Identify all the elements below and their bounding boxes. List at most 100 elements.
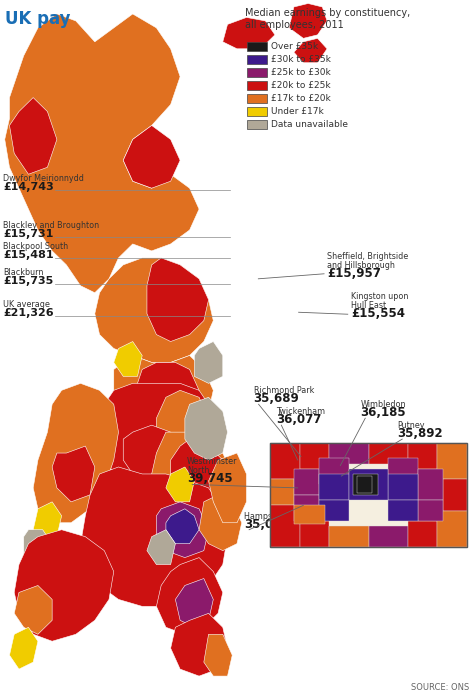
- Text: Over £35k: Over £35k: [271, 42, 318, 51]
- Polygon shape: [156, 390, 209, 453]
- Polygon shape: [95, 258, 213, 362]
- Text: Richmond Park: Richmond Park: [254, 386, 314, 395]
- Text: Blackpool South: Blackpool South: [3, 242, 68, 251]
- Polygon shape: [81, 467, 228, 606]
- Text: Wimbledon: Wimbledon: [360, 400, 406, 409]
- Polygon shape: [171, 439, 228, 516]
- FancyBboxPatch shape: [270, 443, 467, 547]
- Polygon shape: [329, 443, 368, 464]
- Text: UK average: UK average: [3, 300, 50, 309]
- Bar: [247, 107, 267, 116]
- Polygon shape: [319, 459, 349, 484]
- Text: £15,735: £15,735: [3, 277, 53, 286]
- Bar: [247, 68, 267, 77]
- Text: and Hillsborough: and Hillsborough: [327, 261, 395, 270]
- Polygon shape: [204, 634, 232, 676]
- Text: Blackley and Broughton: Blackley and Broughton: [3, 221, 99, 230]
- Text: 39,745: 39,745: [187, 473, 233, 485]
- Polygon shape: [33, 383, 118, 523]
- Text: £20k to £25k: £20k to £25k: [271, 81, 331, 90]
- Polygon shape: [438, 510, 467, 547]
- Polygon shape: [14, 585, 52, 634]
- Polygon shape: [294, 38, 327, 63]
- Polygon shape: [223, 17, 275, 49]
- Polygon shape: [300, 521, 329, 547]
- Bar: [247, 81, 267, 90]
- Polygon shape: [418, 468, 443, 500]
- Polygon shape: [388, 474, 418, 500]
- Text: Kingston upon: Kingston upon: [351, 292, 408, 301]
- Polygon shape: [194, 342, 223, 383]
- Text: £30k to £35k: £30k to £35k: [271, 55, 331, 64]
- Polygon shape: [438, 443, 467, 480]
- Polygon shape: [123, 125, 180, 188]
- Polygon shape: [270, 443, 300, 480]
- Polygon shape: [329, 526, 368, 547]
- Text: £17k to £20k: £17k to £20k: [271, 94, 331, 103]
- Text: £15,481: £15,481: [3, 250, 54, 260]
- Text: Twickenham: Twickenham: [276, 407, 326, 416]
- Polygon shape: [147, 258, 209, 342]
- Text: Dwyfor Meirionnydd: Dwyfor Meirionnydd: [3, 174, 84, 183]
- Polygon shape: [294, 505, 325, 524]
- Polygon shape: [199, 495, 242, 551]
- Polygon shape: [418, 500, 443, 521]
- Polygon shape: [408, 443, 438, 468]
- Text: Under £17k: Under £17k: [271, 107, 324, 116]
- Polygon shape: [443, 480, 467, 510]
- Polygon shape: [408, 521, 438, 547]
- Polygon shape: [171, 613, 228, 676]
- Text: £15,957: £15,957: [327, 267, 381, 279]
- Polygon shape: [123, 425, 180, 481]
- Text: 35,689: 35,689: [254, 392, 300, 405]
- Bar: [247, 55, 267, 64]
- Text: SOURCE: ONS: SOURCE: ONS: [411, 683, 469, 692]
- Text: Hampstead and Kilburn: Hampstead and Kilburn: [244, 512, 338, 521]
- Polygon shape: [319, 500, 349, 521]
- Polygon shape: [9, 98, 57, 174]
- Text: Sheffield, Brightside: Sheffield, Brightside: [327, 252, 408, 261]
- Polygon shape: [209, 453, 246, 523]
- Polygon shape: [114, 342, 142, 376]
- Text: £25k to £30k: £25k to £30k: [271, 68, 331, 77]
- Polygon shape: [100, 383, 218, 495]
- Polygon shape: [52, 446, 95, 502]
- Polygon shape: [270, 480, 294, 505]
- Polygon shape: [137, 362, 199, 418]
- Polygon shape: [300, 443, 329, 468]
- Polygon shape: [114, 355, 213, 432]
- Polygon shape: [175, 579, 213, 627]
- Bar: [247, 42, 267, 51]
- Text: Hull East: Hull East: [351, 301, 386, 310]
- Polygon shape: [185, 397, 228, 460]
- Bar: [247, 94, 267, 103]
- Polygon shape: [388, 500, 418, 521]
- Polygon shape: [152, 432, 237, 544]
- Text: 36,077: 36,077: [276, 413, 322, 426]
- Bar: [247, 120, 267, 129]
- Text: Westminster: Westminster: [187, 457, 238, 466]
- Text: £15,554: £15,554: [351, 307, 405, 320]
- Text: Putney: Putney: [397, 421, 425, 430]
- Polygon shape: [5, 14, 199, 293]
- Polygon shape: [349, 468, 388, 500]
- Text: £21,326: £21,326: [3, 308, 54, 318]
- Text: 36,185: 36,185: [360, 406, 406, 419]
- Polygon shape: [147, 530, 175, 565]
- Polygon shape: [357, 476, 373, 493]
- Polygon shape: [33, 502, 62, 544]
- Polygon shape: [270, 505, 300, 547]
- Text: £15,731: £15,731: [3, 229, 54, 239]
- Polygon shape: [294, 495, 319, 521]
- Polygon shape: [156, 558, 223, 634]
- Text: £14,743: £14,743: [3, 182, 54, 192]
- Polygon shape: [368, 526, 408, 547]
- Text: Data unavailable: Data unavailable: [271, 120, 348, 129]
- Polygon shape: [9, 627, 38, 669]
- Text: North: North: [187, 466, 210, 475]
- Text: UK pay: UK pay: [5, 10, 71, 28]
- Text: 35,892: 35,892: [397, 427, 443, 440]
- Polygon shape: [14, 530, 114, 641]
- Polygon shape: [24, 530, 52, 572]
- Polygon shape: [368, 443, 408, 464]
